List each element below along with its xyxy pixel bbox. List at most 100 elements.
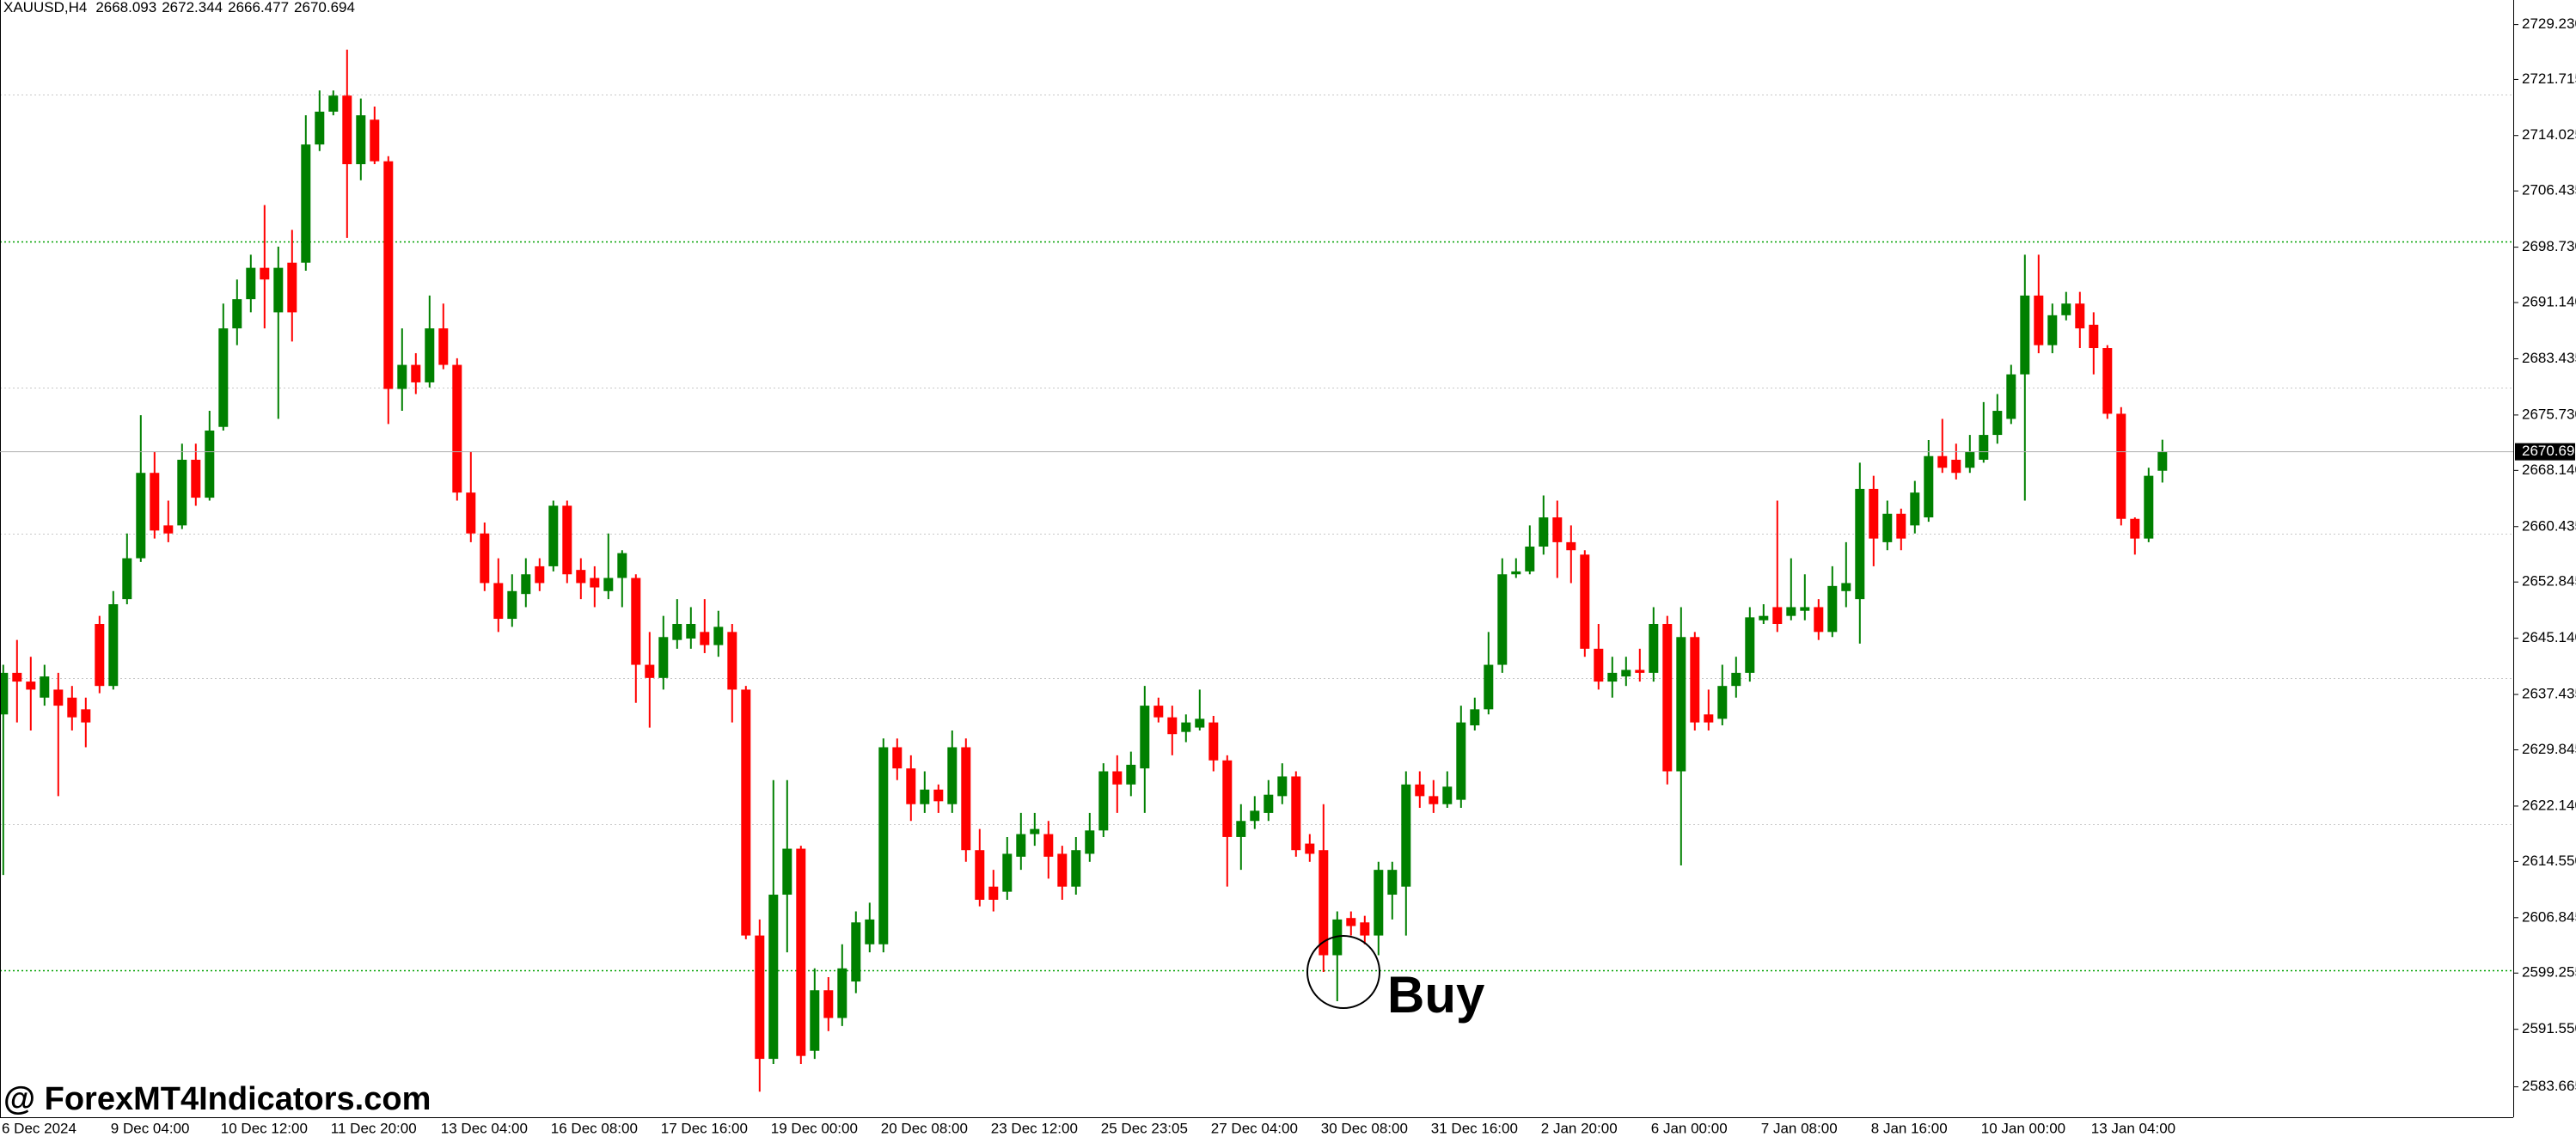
y-tick-label: 2675.730 xyxy=(2522,406,2576,422)
candle-body xyxy=(645,664,655,678)
candle-body xyxy=(947,747,958,804)
candle-body xyxy=(2034,295,2044,345)
candle-body xyxy=(810,990,820,1051)
candle-body xyxy=(933,789,944,802)
candle-body xyxy=(1979,435,1989,460)
candle-body xyxy=(1855,488,1865,600)
candle-body xyxy=(617,553,627,578)
x-tick-label: 16 Dec 08:00 xyxy=(551,1120,638,1136)
candle-body xyxy=(12,672,22,682)
candle-body xyxy=(26,682,36,690)
candle-body xyxy=(1965,451,1975,468)
buy-annotation: Buy xyxy=(1387,966,1485,1024)
candle-body xyxy=(2047,315,2058,345)
candle-body xyxy=(260,267,270,280)
x-tick-label: 23 Dec 12:00 xyxy=(991,1120,1078,1136)
x-tick-label: 11 Dec 20:00 xyxy=(331,1120,417,1136)
candle-body xyxy=(1772,607,1783,624)
candle-body xyxy=(40,676,50,698)
candle-body xyxy=(2089,324,2099,349)
y-tick-label: 2706.435 xyxy=(2522,182,2576,199)
candle-body xyxy=(1800,607,1810,611)
candle-body xyxy=(342,95,352,165)
candle-body xyxy=(576,570,586,584)
header-high: 2672.344 xyxy=(162,0,223,15)
candle-body xyxy=(2006,374,2016,419)
y-tick-label: 2729.230 xyxy=(2522,15,2576,32)
candle-body xyxy=(53,689,64,706)
y-tick-label: 2606.845 xyxy=(2522,908,2576,925)
candle-body xyxy=(1539,517,1549,547)
candle-body xyxy=(1140,706,1150,769)
x-tick-label: 20 Dec 08:00 xyxy=(881,1120,968,1136)
x-tick-label: 10 Dec 12:00 xyxy=(221,1120,308,1136)
candle-body xyxy=(1786,607,1796,616)
x-tick-label: 6 Jan 00:00 xyxy=(1651,1120,1728,1136)
current-price-label: 2670.694 xyxy=(2522,443,2576,459)
candle-body xyxy=(961,747,971,851)
candle-body xyxy=(232,299,242,329)
candle-body xyxy=(1332,919,1343,956)
candle-body xyxy=(521,574,531,595)
current-price-box xyxy=(2515,443,2575,461)
candle-body xyxy=(1264,794,1274,813)
candle-body xyxy=(1030,828,1040,834)
candle-body xyxy=(218,328,229,427)
candle-body xyxy=(466,492,476,534)
candle-body xyxy=(2075,303,2085,329)
candle-body xyxy=(1043,834,1054,857)
candle-body xyxy=(136,473,146,559)
candle-body xyxy=(1346,918,1356,926)
candle-body xyxy=(1841,583,1851,591)
candle-body xyxy=(1195,718,1205,728)
x-tick-label: 8 Jan 16:00 xyxy=(1871,1120,1948,1136)
x-tick-label: 17 Dec 16:00 xyxy=(661,1120,748,1136)
candle-body xyxy=(1277,776,1288,797)
candle-body xyxy=(1374,870,1384,936)
candle-body xyxy=(1635,669,1645,673)
candle-body xyxy=(1112,771,1123,785)
candle-body xyxy=(1690,637,1700,723)
candle-body xyxy=(878,747,889,944)
candle-body xyxy=(1071,850,1081,887)
candle-body xyxy=(1415,784,1425,797)
y-tick-label: 2629.845 xyxy=(2522,741,2576,757)
candle-body xyxy=(246,267,256,300)
x-tick-label: 30 Dec 08:00 xyxy=(1321,1120,1408,1136)
candle-body xyxy=(782,848,792,896)
candle-body xyxy=(1016,834,1026,857)
candle-body xyxy=(1208,722,1219,761)
candle-body xyxy=(1387,870,1398,896)
candle-body xyxy=(1429,796,1439,804)
candle-body xyxy=(2102,348,2113,414)
candle-body xyxy=(1305,843,1315,854)
candle-body xyxy=(1717,686,1728,719)
x-tick-label: 19 Dec 00:00 xyxy=(771,1120,858,1136)
candle-body xyxy=(1057,853,1068,887)
candle-body xyxy=(1607,672,1618,682)
candle-body xyxy=(975,850,985,900)
candle-body xyxy=(67,697,77,718)
candle-body xyxy=(1649,623,1659,673)
candle-body xyxy=(1937,455,1948,468)
candle-body xyxy=(1484,664,1494,710)
candle-body xyxy=(1552,517,1563,542)
y-tick-label: 2583.665 xyxy=(2522,1078,2576,1094)
candle-body xyxy=(1814,607,1824,633)
candle-body xyxy=(851,922,861,982)
candle-body xyxy=(438,328,449,365)
candle-body xyxy=(603,578,614,591)
y-tick-label: 2591.550 xyxy=(2522,1020,2576,1036)
candle-body xyxy=(631,578,641,665)
candle-body xyxy=(425,328,435,382)
candle-body xyxy=(1002,853,1013,892)
candle-body xyxy=(796,848,806,1056)
candle-body xyxy=(301,144,311,263)
candle-body xyxy=(2144,475,2154,539)
candle-body xyxy=(1236,821,1246,837)
candle-body xyxy=(1126,764,1136,785)
candle-body xyxy=(2157,451,2168,471)
candle-body xyxy=(273,267,284,313)
